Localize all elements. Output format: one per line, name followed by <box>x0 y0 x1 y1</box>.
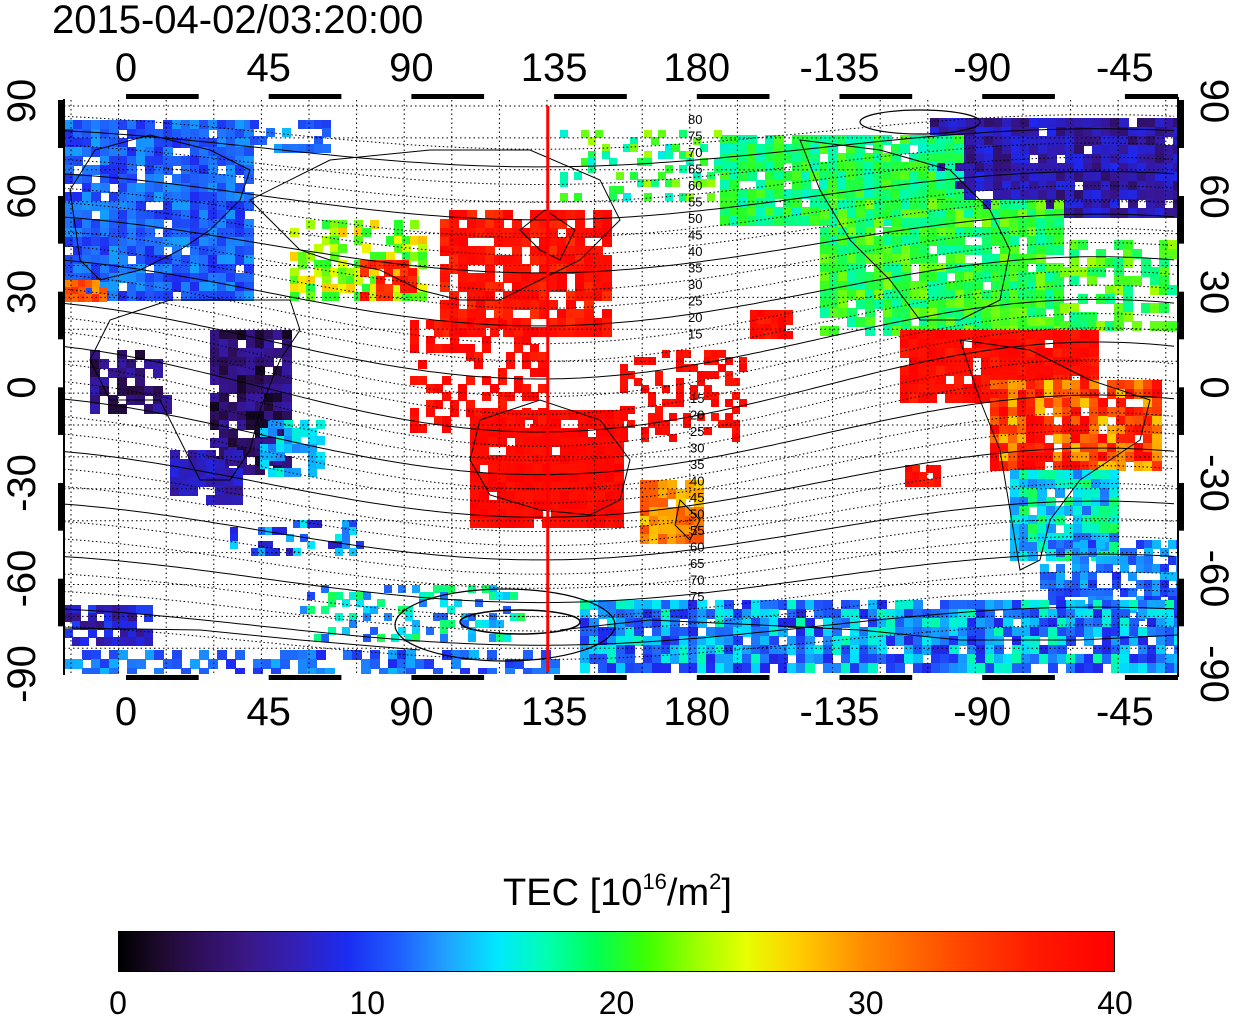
lon-tick-top: 90 <box>389 46 434 90</box>
contour-label: 75 <box>688 129 702 144</box>
lon-tick-top: 135 <box>521 46 588 90</box>
lon-tick-top: -90 <box>953 46 1011 90</box>
contour-label: 25 <box>690 424 704 439</box>
contour-label: 45 <box>690 490 704 505</box>
contour-label: 50 <box>688 211 702 226</box>
contour-label: 55 <box>690 523 704 538</box>
lat-tick-right: 30 <box>1192 270 1235 315</box>
contour-label: 20 <box>690 408 704 423</box>
contour-label: 70 <box>688 145 702 160</box>
lat-tick-right: 90 <box>1192 79 1235 124</box>
map-title: 2015-04-02/03:20:00 <box>52 0 424 42</box>
lat-tick-right: -30 <box>1192 454 1235 512</box>
contour-label: 80 <box>688 112 702 127</box>
lon-tick-bottom: -45 <box>1096 690 1154 734</box>
contour-label: 70 <box>690 573 704 588</box>
lat-tick-left: 60 <box>0 174 44 219</box>
contour-label: 20 <box>688 310 702 325</box>
lat-tick-right: -60 <box>1192 550 1235 608</box>
contour-label: 55 <box>688 195 702 210</box>
colorbar-tick-label: 20 <box>598 985 635 1021</box>
contour-label: 50 <box>690 507 704 522</box>
lat-tick-left: 90 <box>0 79 44 124</box>
contour-label: 75 <box>690 589 704 604</box>
contour-label: 35 <box>688 261 702 276</box>
lon-tick-top: -135 <box>799 46 879 90</box>
colorbar-tick-label: 10 <box>349 985 386 1021</box>
lat-tick-left: -90 <box>0 645 44 703</box>
magnetic-latitude-contours <box>64 109 1175 662</box>
lon-tick-bottom: -90 <box>953 690 1011 734</box>
lat-tick-left: -60 <box>0 550 44 608</box>
contour-label: 45 <box>688 228 702 243</box>
contour-label: 35 <box>690 457 704 472</box>
lon-tick-bottom: 180 <box>663 690 730 734</box>
contour-label: 40 <box>690 474 704 489</box>
colorbar-tick-label: 0 <box>109 985 127 1021</box>
colorbar <box>118 931 1115 972</box>
lat-tick-left: 30 <box>0 270 44 315</box>
frame-tick-bars <box>56 94 1184 680</box>
tec-data-layer <box>64 118 1178 674</box>
contour-label: 65 <box>690 556 704 571</box>
colorbar-tick-label: 30 <box>847 985 884 1021</box>
contour-labels: 8075706560555045403530252015152025303540… <box>688 112 704 604</box>
colorbar-tick-label: 40 <box>1097 985 1133 1021</box>
contour-label: 25 <box>688 294 702 309</box>
axis-tick-labels: 0 45 90 135 180 -135 -90 -450 45 90 135 180 -135 -90-… <box>0 46 1235 734</box>
lat-tick-right: 60 <box>1192 174 1235 219</box>
lon-tick-top: 180 <box>663 46 730 90</box>
lon-tick-bottom: 0 <box>115 690 137 734</box>
contour-label: 15 <box>688 327 702 342</box>
contour-label: 15 <box>690 391 704 406</box>
contour-label: 30 <box>688 277 702 292</box>
lat-tick-right: 0 <box>1192 376 1235 398</box>
lon-tick-top: 45 <box>246 46 291 90</box>
contour-label: 30 <box>690 441 704 456</box>
lat-tick-left: -30 <box>0 454 44 512</box>
contour-label: 60 <box>690 540 704 555</box>
lon-tick-bottom: 90 <box>389 690 434 734</box>
lon-tick-bottom: 45 <box>246 690 291 734</box>
lon-tick-top: 0 <box>115 46 137 90</box>
lon-tick-bottom: 135 <box>521 690 588 734</box>
contour-label: 65 <box>688 162 702 177</box>
colorbar-title: TEC [1016/m2] <box>503 869 732 915</box>
lon-tick-top: -45 <box>1096 46 1154 90</box>
contour-label: 40 <box>688 244 702 259</box>
coastlines <box>64 134 1178 651</box>
lon-tick-bottom: -135 <box>799 690 879 734</box>
lat-tick-right: -90 <box>1192 645 1235 703</box>
grid-lines <box>64 100 1178 674</box>
contour-label: 60 <box>688 178 702 193</box>
lat-tick-left: 0 <box>0 376 44 398</box>
